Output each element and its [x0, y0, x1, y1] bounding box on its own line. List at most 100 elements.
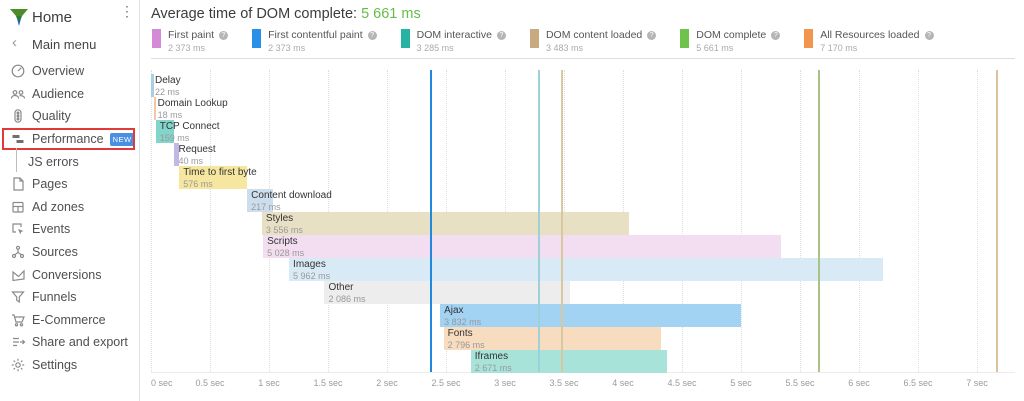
- legend-value: 7 170 ms: [820, 43, 858, 53]
- marker-line-all-resources-loaded: [996, 70, 999, 372]
- funnel-logo-icon: [8, 6, 30, 33]
- sidebar-nav: Overview Audience Quality: [0, 60, 140, 376]
- marker-line-dom-interactive: [537, 70, 540, 372]
- sidebar-item-label: Pages: [32, 177, 68, 192]
- main-content: Average time of DOM complete: 5 661 ms F…: [141, 0, 1024, 401]
- info-icon[interactable]: ?: [367, 30, 377, 40]
- sidebar-item-label: Overview: [32, 64, 85, 79]
- sidebar: Home ⋮ ‹ Main menu Overview: [0, 0, 140, 401]
- sidebar-item-quality[interactable]: Quality: [0, 105, 140, 128]
- waterfall-bar-domain-lookup[interactable]: [153, 97, 157, 120]
- x-tick-label: 6.5 sec: [903, 378, 933, 388]
- sidebar-item-events[interactable]: Events: [0, 218, 140, 241]
- gauge-icon: [10, 63, 26, 79]
- sidebar-item-label: Share and export: [32, 335, 128, 350]
- info-icon[interactable]: ?: [219, 30, 229, 40]
- waterfall-bar-ajax[interactable]: [440, 304, 741, 327]
- legend-item-dom-content-loaded[interactable]: DOM content loaded? 3 483 ms: [529, 29, 657, 53]
- legend-item-dom-complete[interactable]: DOM complete? 5 661 ms: [680, 29, 781, 53]
- waterfall-bar-delay[interactable]: [151, 74, 154, 97]
- sidebar-item-sources[interactable]: Sources: [0, 241, 140, 264]
- performance-bars-icon: [10, 131, 26, 147]
- info-icon[interactable]: ?: [924, 30, 934, 40]
- waterfall-bar-time-to-first-byte[interactable]: [179, 166, 248, 189]
- legend-item-all-resources-loaded[interactable]: All Resources loaded? 7 170 ms: [804, 29, 934, 53]
- kebab-menu-icon[interactable]: ⋮: [120, 3, 134, 19]
- legend-item-first-paint[interactable]: First paint? 2 373 ms: [152, 29, 229, 53]
- x-tick-label: 3.5 sec: [549, 378, 579, 388]
- waterfall-bar-tcp-connect[interactable]: [155, 120, 175, 143]
- sidebar-item-ad-zones[interactable]: Ad zones: [0, 196, 140, 219]
- waterfall-bar-content-download[interactable]: [247, 189, 273, 212]
- sidebar-item-label: Sources: [32, 245, 78, 260]
- sidebar-back-main-menu[interactable]: ‹ Main menu: [0, 35, 140, 55]
- waterfall-bar-images[interactable]: [289, 258, 883, 281]
- info-icon[interactable]: ?: [496, 30, 506, 40]
- sidebar-item-label: Audience: [32, 86, 85, 101]
- ad-zones-grid-icon: [10, 199, 26, 215]
- sidebar-item-funnels[interactable]: Funnels: [0, 286, 140, 309]
- chart-legend: First paint? 2 373 ms First contentful p…: [152, 29, 958, 53]
- sidebar-item-conversions[interactable]: Conversions: [0, 263, 140, 286]
- waterfall-bar-styles[interactable]: [261, 212, 629, 235]
- funnel-icon: [10, 289, 26, 305]
- bar-label-domain-lookup: Domain Lookup 18 ms: [157, 98, 228, 120]
- x-tick-label: 0 sec: [151, 378, 173, 388]
- waterfall-plot: Delay 22 ms Domain Lookup 18 ms TCP Connect 1…: [151, 70, 1015, 373]
- gridline: [682, 70, 683, 372]
- gear-icon: [10, 357, 26, 373]
- x-tick-label: 3 sec: [494, 378, 516, 388]
- waterfall-bar-request[interactable]: [174, 143, 180, 166]
- legend-item-first-contentful-paint[interactable]: First contentful paint? 2 373 ms: [252, 29, 377, 53]
- chevron-left-icon: ‹: [12, 34, 17, 51]
- sidebar-item-ecommerce[interactable]: E-Commerce: [0, 309, 140, 332]
- sidebar-item-label: Quality: [32, 109, 71, 124]
- x-tick-label: 5.5 sec: [785, 378, 815, 388]
- legend-value: 3 483 ms: [545, 43, 583, 53]
- x-axis: 0 sec 0.5 sec 1 sec 1.5 sec 2 sec 2.5 sec 3 se…: [151, 376, 1015, 390]
- gridline: [918, 70, 919, 372]
- sidebar-item-share-and-export[interactable]: Share and export: [0, 331, 140, 354]
- bar-label-delay: Delay 22 ms: [155, 75, 181, 97]
- sidebar-item-label: Events: [32, 222, 71, 237]
- sidebar-item-label: Conversions: [32, 267, 102, 282]
- sidebar-item-label: JS errors: [28, 154, 79, 169]
- legend-label: DOM content loaded: [545, 29, 643, 41]
- sidebar-item-settings[interactable]: Settings: [0, 354, 140, 377]
- sidebar-item-audience[interactable]: Audience: [0, 83, 140, 106]
- gridline: [210, 70, 211, 372]
- legend-value: 2 373 ms: [168, 43, 206, 53]
- info-icon[interactable]: ?: [771, 30, 781, 40]
- legend-item-dom-interactive[interactable]: DOM interactive? 3 285 ms: [400, 29, 506, 53]
- x-tick-label: 5 sec: [730, 378, 752, 388]
- legend-label: All Resources loaded: [820, 29, 920, 41]
- marker-line-first-contentful-paint: [430, 70, 432, 372]
- legend-swatch: [152, 29, 161, 48]
- sidebar-item-pages[interactable]: Pages: [0, 173, 140, 196]
- sidebar-item-js-errors[interactable]: JS errors: [0, 148, 140, 173]
- waterfall-bar-fonts[interactable]: [443, 327, 661, 350]
- waterfall-bar-scripts[interactable]: [263, 235, 782, 258]
- x-tick-label: 4 sec: [612, 378, 634, 388]
- legend-swatch: [529, 29, 539, 48]
- sidebar-item-performance[interactable]: Performance NEW: [0, 127, 140, 151]
- sidebar-item-overview[interactable]: Overview: [0, 60, 140, 83]
- legend-label: First paint: [168, 29, 215, 41]
- gridline: [741, 70, 742, 372]
- sidebar-home[interactable]: Home ⋮: [0, 4, 140, 32]
- cart-icon: [10, 312, 26, 328]
- sidebar-item-label: Funnels: [32, 290, 77, 305]
- gridline: [800, 70, 801, 372]
- waterfall-bar-iframes[interactable]: [470, 350, 667, 373]
- x-tick-label: 1 sec: [258, 378, 280, 388]
- legend-label: DOM interactive: [416, 29, 492, 41]
- waterfall-bar-other[interactable]: [324, 281, 570, 304]
- export-icon: [10, 334, 26, 350]
- page-title-prefix: Average time of DOM complete:: [151, 6, 362, 22]
- traffic-light-icon: [10, 108, 26, 124]
- info-icon[interactable]: ?: [647, 30, 657, 40]
- cursor-click-icon: [10, 221, 26, 237]
- home-label: Home: [32, 9, 73, 26]
- tree-guide-line: [16, 148, 17, 173]
